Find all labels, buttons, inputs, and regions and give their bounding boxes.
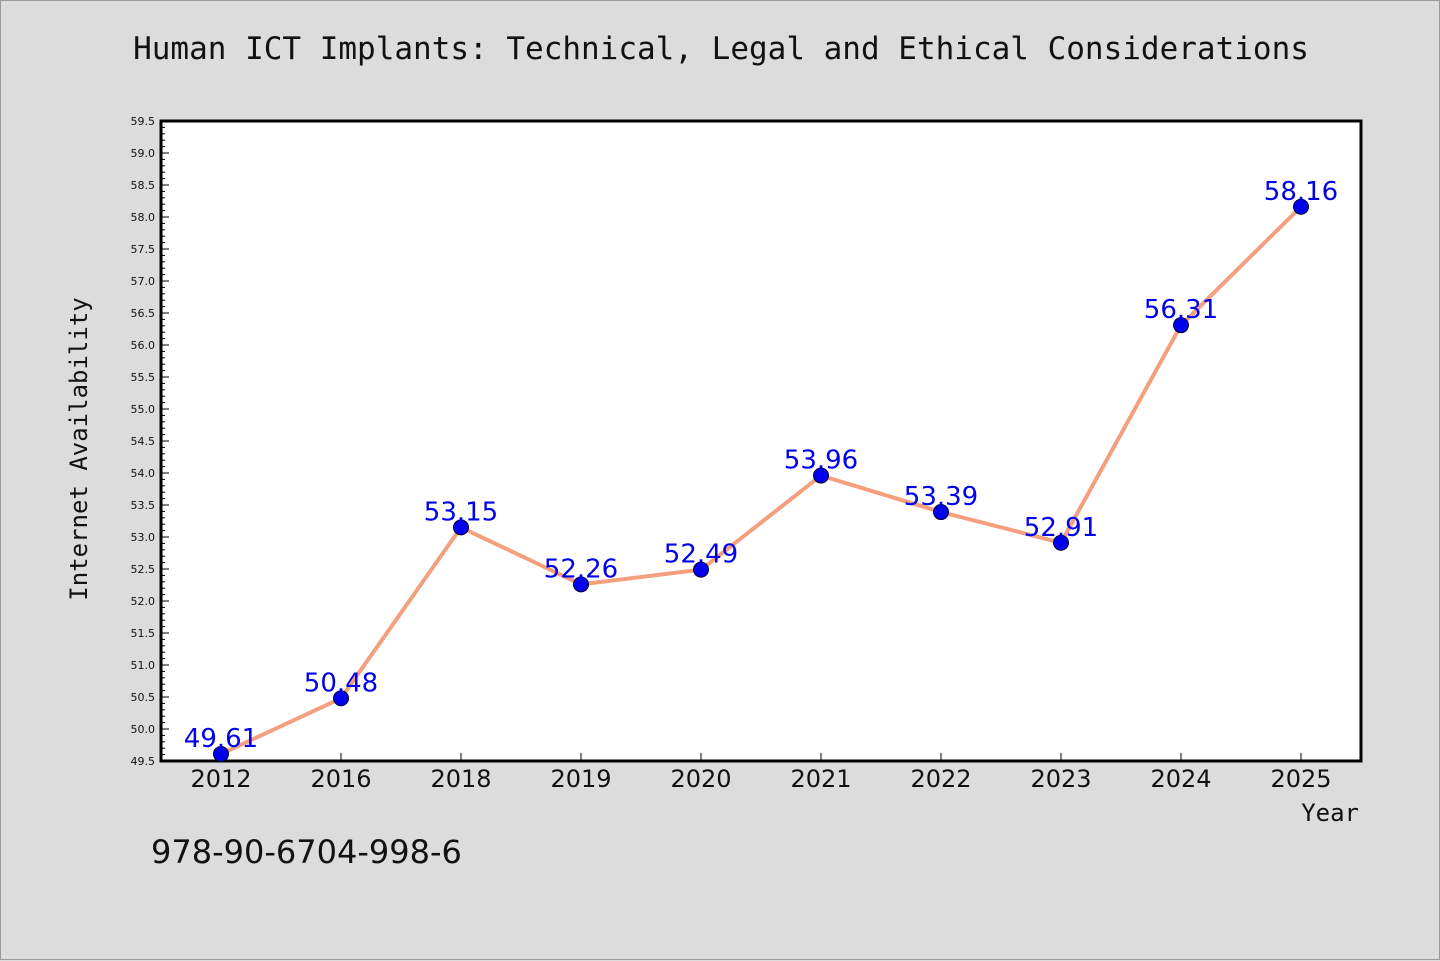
data-label: 53.39 <box>904 482 978 512</box>
y-tick-label: 57.5 <box>131 243 156 256</box>
y-tick-label: 49.5 <box>131 755 156 768</box>
y-tick-label: 51.0 <box>131 659 156 672</box>
x-tick-label: 2024 <box>1150 765 1211 793</box>
series-line <box>220 205 1303 756</box>
data-point <box>333 690 349 707</box>
y-axis-label: Internet Availability <box>65 297 93 600</box>
data-point <box>213 745 229 762</box>
y-tick-label: 50.5 <box>131 691 156 704</box>
x-tick-label: 2020 <box>670 765 731 793</box>
y-tick-label: 52.5 <box>131 563 156 576</box>
data-point <box>813 467 829 484</box>
x-tick-label: 2012 <box>190 765 251 793</box>
data-label: 52.91 <box>1024 513 1098 543</box>
y-tick-label: 53.0 <box>131 531 156 544</box>
plot-area <box>161 121 1361 761</box>
y-tick-label: 57.0 <box>131 275 156 288</box>
data-label: 50.48 <box>304 668 378 698</box>
data-point <box>693 561 709 578</box>
y-tick-label: 54.5 <box>131 435 156 448</box>
x-tick-label: 2018 <box>430 765 491 793</box>
x-tick-label: 2023 <box>1030 765 1091 793</box>
x-tick-label: 2025 <box>1270 765 1331 793</box>
data-label: 52.26 <box>544 554 618 584</box>
data-point <box>573 576 589 593</box>
y-tick-label: 56.0 <box>131 339 156 352</box>
data-label: 56.31 <box>1144 295 1218 325</box>
y-tick-label: 50.0 <box>131 723 156 736</box>
y-tick-label: 56.5 <box>131 307 156 320</box>
y-tick-label: 51.5 <box>131 627 156 640</box>
y-tick-label: 59.0 <box>131 147 156 160</box>
data-point <box>453 519 469 536</box>
data-point <box>933 504 949 521</box>
y-tick-label: 55.0 <box>131 403 156 416</box>
y-tick-label: 54.0 <box>131 467 156 480</box>
data-label: 49.61 <box>184 724 258 754</box>
x-tick-label: 2021 <box>790 765 851 793</box>
x-tick-label: 2022 <box>910 765 971 793</box>
isbn-text: 978-90-6704-998-6 <box>151 833 462 871</box>
y-tick-label: 53.5 <box>131 499 156 512</box>
y-tick-label: 58.5 <box>131 179 156 192</box>
data-label: 53.15 <box>424 497 498 527</box>
chart-title: Human ICT Implants: Technical, Legal and… <box>133 31 1309 67</box>
data-label: 52.49 <box>664 540 738 570</box>
y-tick-label: 59.5 <box>131 115 156 128</box>
data-label: 53.96 <box>784 446 858 476</box>
data-label: 58.16 <box>1264 177 1338 207</box>
x-tick-label: 2019 <box>550 765 611 793</box>
x-tick-label: 2016 <box>310 765 371 793</box>
y-tick-label: 58.0 <box>131 211 156 224</box>
x-axis-label: Year <box>1301 799 1359 827</box>
data-point <box>1053 534 1069 551</box>
data-point <box>1293 198 1309 215</box>
data-point <box>1173 317 1189 334</box>
y-tick-label: 55.5 <box>131 371 156 384</box>
y-tick-label: 52.0 <box>131 595 156 608</box>
